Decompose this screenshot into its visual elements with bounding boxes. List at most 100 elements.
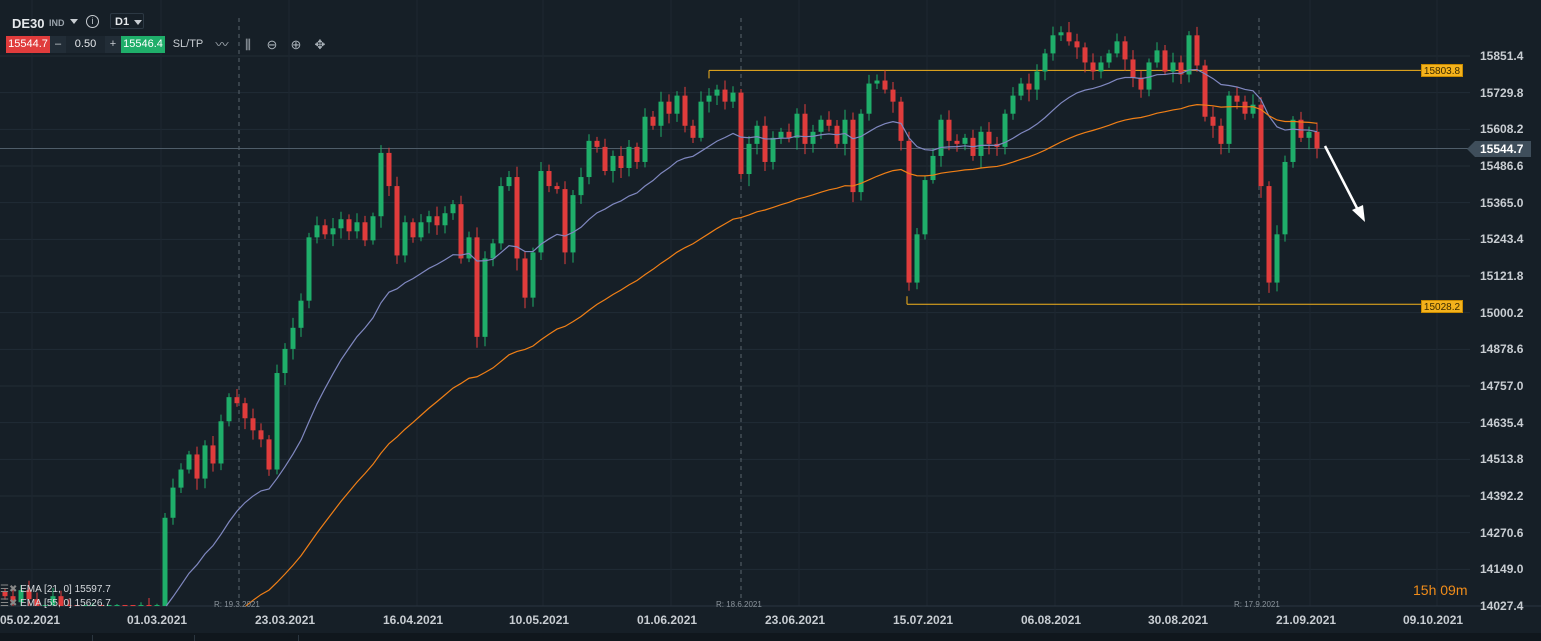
quantity-input[interactable]: 0.50 xyxy=(66,36,105,53)
bearish-candle xyxy=(906,140,912,283)
drag-handle-icon[interactable]: ☰ xyxy=(0,598,9,609)
bullish-candle xyxy=(610,155,616,172)
bearish-candle xyxy=(34,599,40,606)
bullish-candle xyxy=(938,119,944,156)
sltp-button[interactable]: SL/TP xyxy=(172,38,204,50)
level-tag-support[interactable]: 15028.2 xyxy=(1421,300,1463,313)
bullish-candle xyxy=(282,348,288,374)
candlestick-icon[interactable]: ⫼ xyxy=(245,37,251,52)
buy-button[interactable]: 15546.4 xyxy=(121,36,165,53)
time-tick-label: 23.06.2021 xyxy=(765,613,826,627)
price-tick-label: 14878.6 xyxy=(1480,342,1524,357)
symbol-dropdown-icon[interactable] xyxy=(70,19,78,24)
bearish-candle xyxy=(882,80,888,90)
bullish-candle xyxy=(82,605,88,606)
bullish-candle xyxy=(314,225,320,238)
crosshair-move-icon[interactable]: ✥ xyxy=(314,37,326,52)
bearish-candle xyxy=(194,454,200,479)
bearish-candle xyxy=(1314,131,1320,149)
legend-ema21[interactable]: ☰✖ EMA [21, 0] 15597.7 xyxy=(0,584,111,595)
bearish-candle xyxy=(1234,95,1240,102)
price-tick-label: 15000.2 xyxy=(1480,305,1524,320)
bearish-candle xyxy=(1138,77,1144,90)
trend-arrow-head xyxy=(1352,205,1365,222)
price-tick-label: 14149.0 xyxy=(1480,562,1524,577)
price-tick-label: 14270.6 xyxy=(1480,525,1524,540)
bullish-candle xyxy=(570,195,576,253)
bearish-candle xyxy=(1210,116,1216,126)
bearish-candle xyxy=(594,140,600,147)
bullish-candle xyxy=(290,327,296,349)
bearish-candle xyxy=(1130,59,1136,78)
bullish-candle xyxy=(730,92,736,102)
bearish-candle xyxy=(362,222,368,241)
rollover-label: R: 17.9.2021 xyxy=(1234,600,1280,609)
bullish-candle xyxy=(482,258,488,337)
price-tick-label: 15608.2 xyxy=(1480,122,1524,137)
bullish-candle xyxy=(370,216,376,241)
bullish-candle xyxy=(794,113,800,138)
level-tag-resistance[interactable]: 15803.8 xyxy=(1421,64,1463,77)
drag-handle-icon[interactable]: ☰ xyxy=(0,584,9,595)
bullish-candle xyxy=(1186,35,1192,75)
time-tick-label: 21.09.2021 xyxy=(1276,613,1337,627)
bearish-candle xyxy=(738,92,744,175)
sell-button[interactable]: 15544.7 xyxy=(6,36,50,53)
decrease-quantity-button[interactable]: – xyxy=(50,36,66,53)
bearish-candle xyxy=(850,119,856,193)
price-tick-label: 15121.8 xyxy=(1480,269,1524,283)
price-tick-label: 15729.8 xyxy=(1480,85,1524,100)
remove-indicator-icon[interactable]: ✖ xyxy=(8,584,18,595)
line-chart-icon[interactable]: 〰 xyxy=(215,37,229,52)
bullish-candle xyxy=(930,155,936,181)
bearish-candle xyxy=(1202,65,1208,117)
bearish-candle xyxy=(762,125,768,162)
timeframe-select[interactable]: D1 xyxy=(110,13,144,29)
bullish-candle xyxy=(338,219,344,229)
bearish-candle xyxy=(394,186,400,256)
bullish-candle xyxy=(1018,83,1024,96)
bullish-candle xyxy=(1306,131,1312,138)
increase-quantity-button[interactable]: + xyxy=(105,36,121,53)
bearish-candle xyxy=(546,171,552,187)
bullish-candle xyxy=(914,234,920,283)
bearish-candle xyxy=(250,418,256,431)
market-label: IND xyxy=(49,18,65,28)
bearish-candle xyxy=(10,596,16,603)
info-icon[interactable]: i xyxy=(86,15,99,28)
bullish-candle xyxy=(138,605,144,606)
legend-ema55[interactable]: ☰✖ EMA [55, 0] 15626.7 xyxy=(0,598,111,609)
rollover-label: R: 19.3.2021 xyxy=(214,600,260,609)
time-tick-label: 09.10.2021 xyxy=(1403,613,1464,627)
price-tick-label: 14757.0 xyxy=(1480,379,1524,393)
bearish-candle xyxy=(554,186,560,190)
bearish-candle xyxy=(434,216,440,226)
zoom-in-icon[interactable]: ⊕ xyxy=(290,37,302,52)
bullish-candle xyxy=(778,131,784,138)
price-tick-label: 15851.4 xyxy=(1480,49,1524,63)
bearish-candle xyxy=(898,101,904,141)
bullish-candle xyxy=(426,216,432,223)
zoom-out-icon[interactable]: ⊖ xyxy=(266,37,278,52)
bearish-candle xyxy=(1258,104,1264,187)
bearish-candle xyxy=(66,605,72,606)
bullish-candle xyxy=(1058,32,1064,36)
time-tick-label: 06.08.2021 xyxy=(1021,613,1082,627)
symbol-label: DE30 xyxy=(12,16,45,31)
bullish-candle xyxy=(1098,62,1104,72)
bearish-candle xyxy=(146,605,152,606)
price-tick-label: 15486.6 xyxy=(1480,159,1524,173)
bearish-candle xyxy=(786,131,792,138)
bullish-candle xyxy=(642,116,648,162)
bullish-candle xyxy=(1282,161,1288,235)
bullish-candle xyxy=(706,95,712,102)
bullish-candle xyxy=(402,222,408,256)
bullish-candle xyxy=(874,80,880,84)
bearish-candle xyxy=(802,113,808,144)
bullish-candle xyxy=(418,222,424,238)
bearish-candle xyxy=(474,237,480,337)
remove-indicator-icon[interactable]: ✖ xyxy=(8,598,18,609)
bearish-candle xyxy=(1162,50,1168,72)
bearish-candle xyxy=(234,397,240,404)
